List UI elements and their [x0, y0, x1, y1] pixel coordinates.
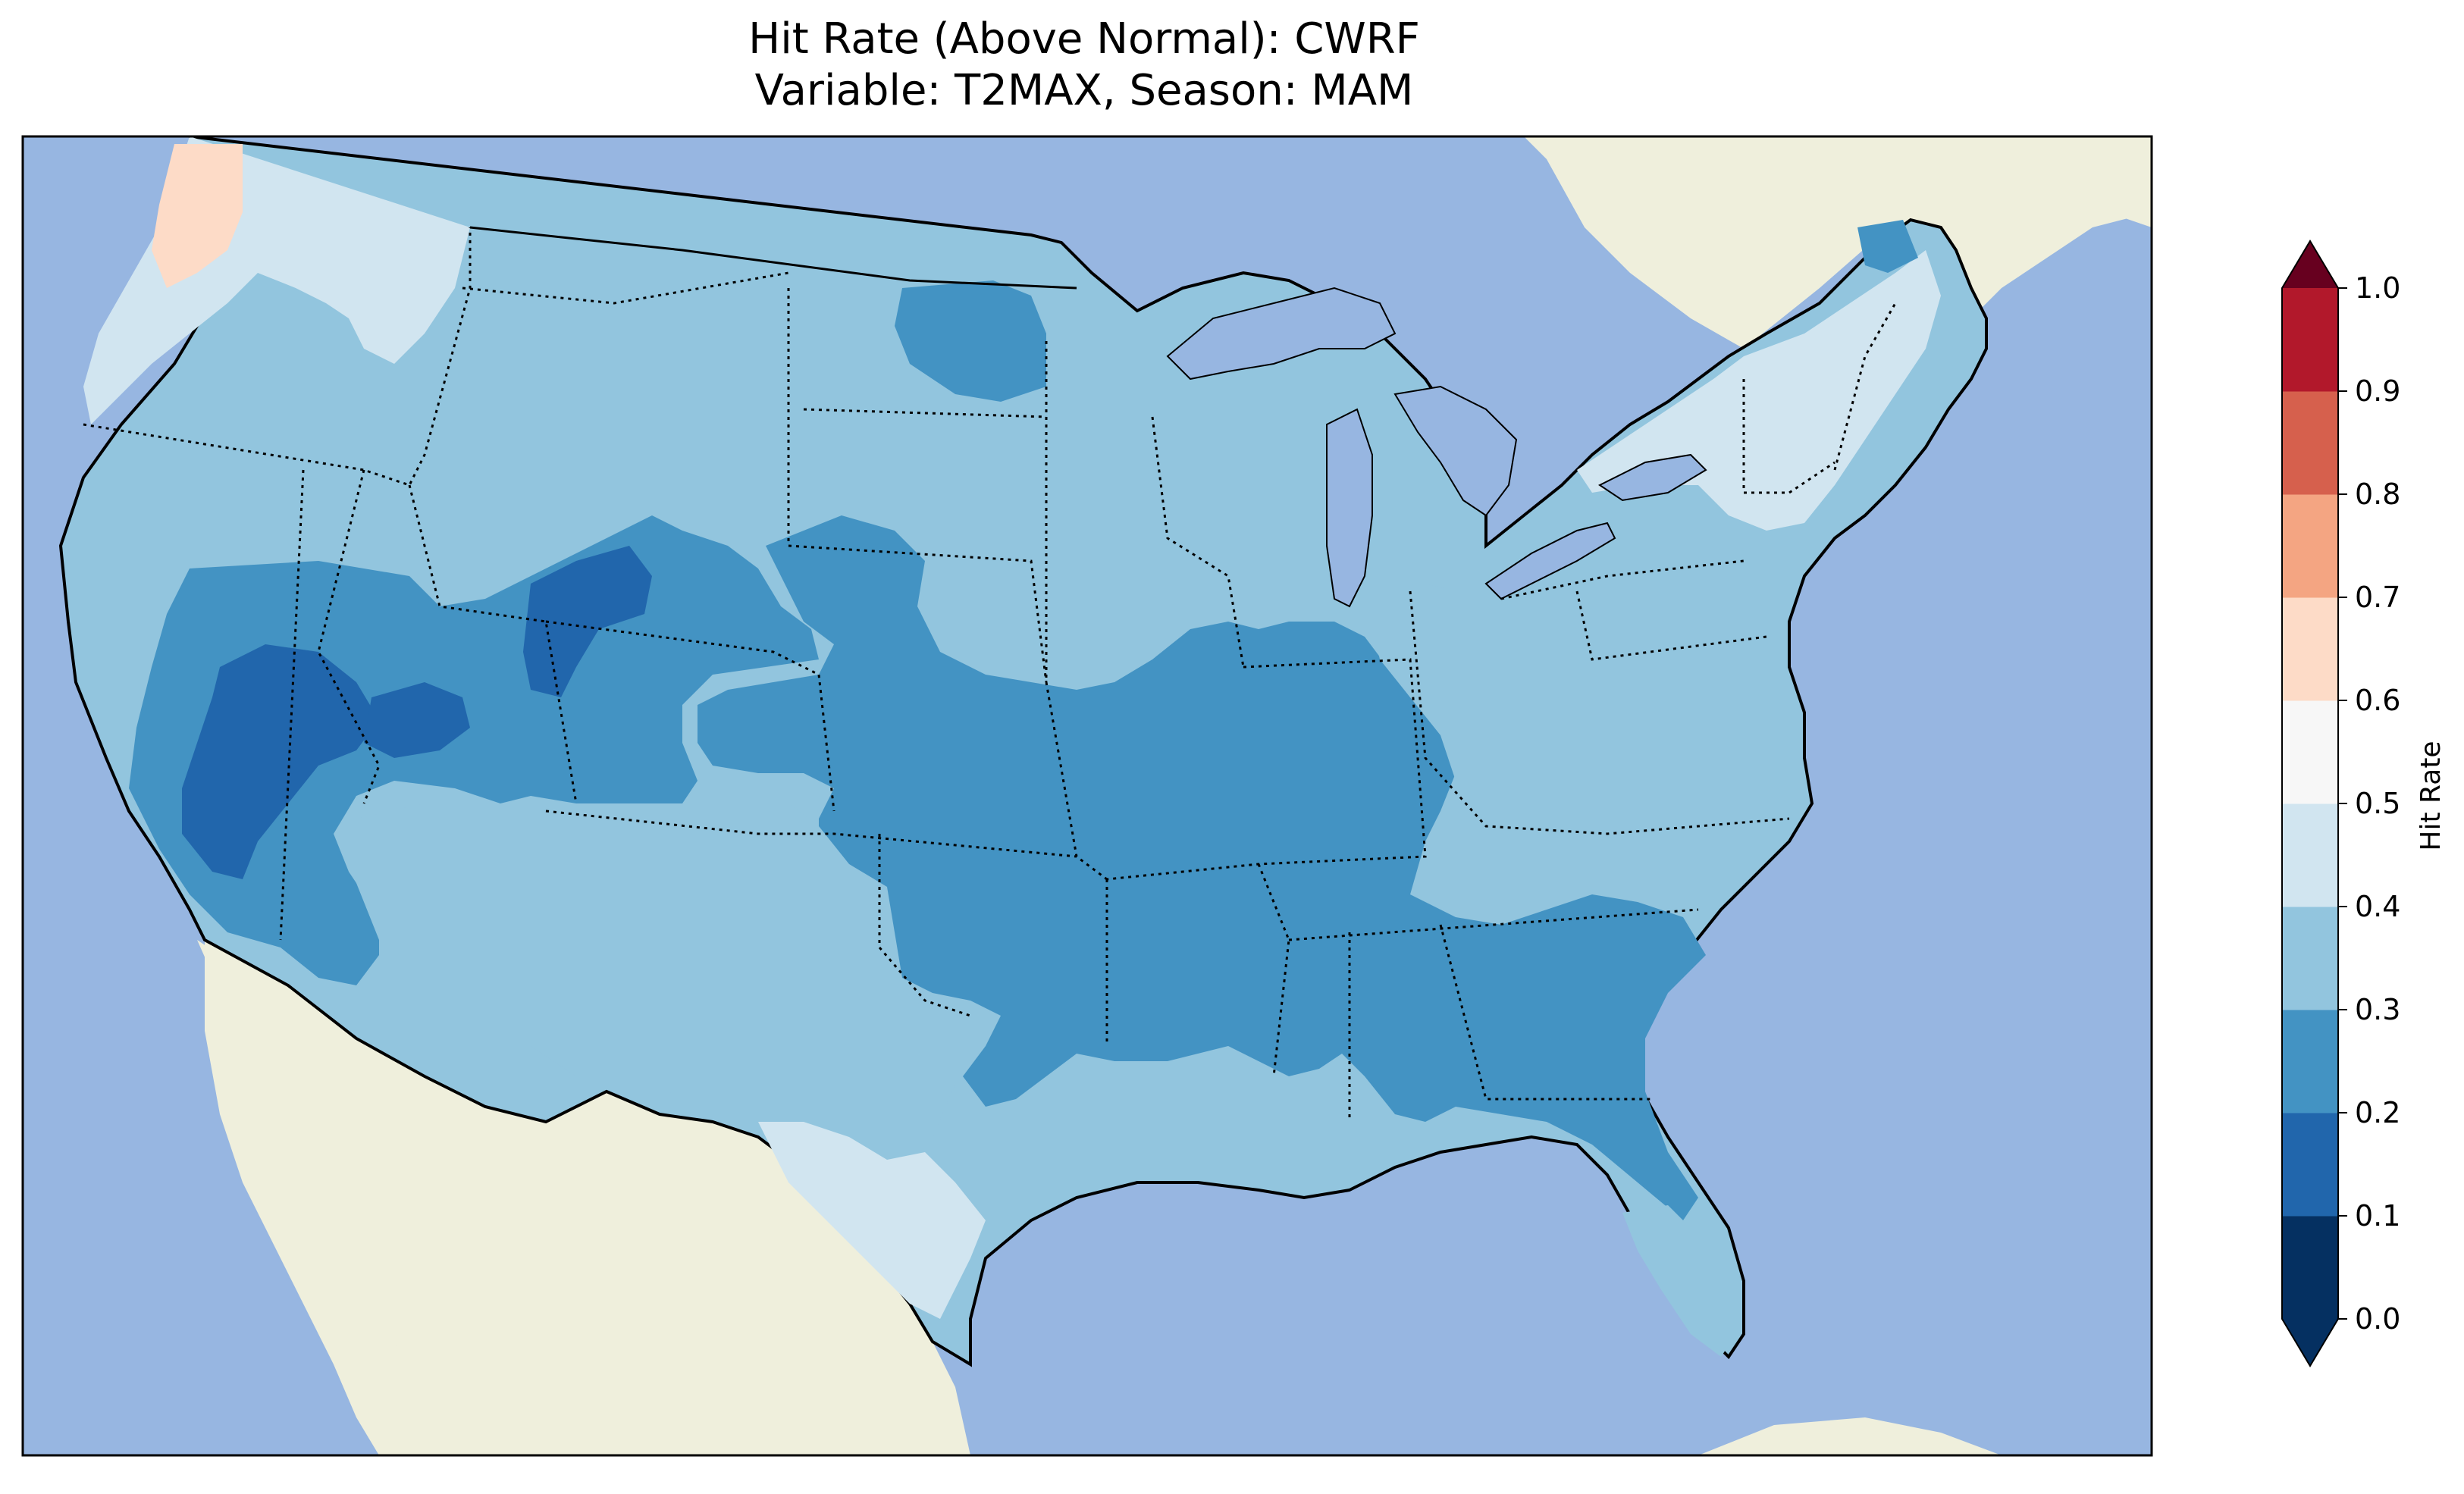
colorbar-underflow-arrow [2282, 1319, 2338, 1366]
colorbar-tick-label: 0.4 [2355, 890, 2400, 923]
colorbar-tick-label: 0.5 [2355, 787, 2400, 820]
lake-erie [1484, 521, 1616, 600]
colorbar-bin [2282, 1010, 2338, 1113]
region-southwest [349, 796, 978, 1167]
colorbar-bin [2282, 288, 2338, 392]
colorbar-bin [2282, 1113, 2338, 1217]
region-north-dakota [895, 280, 1046, 402]
colorbar-bin [2282, 597, 2338, 701]
colorbar-bin [2282, 391, 2338, 495]
region-wa-tip [152, 144, 243, 288]
map-frame [21, 135, 2153, 1457]
lake-michigan [1326, 408, 1373, 608]
state-borders [83, 227, 1897, 1122]
region-nevada-core [182, 644, 379, 879]
page-title: Hit Rate (Above Normal): CWRF Variable: … [0, 14, 2168, 117]
colorbar-bin [2282, 1216, 2338, 1320]
colorbar: 0.0 0.1 0.2 0.3 0.4 0.5 0.6 0.7 0.8 0.9 1.0 [2281, 240, 2400, 1367]
colorbar-tick-label: 0.0 [2355, 1302, 2400, 1336]
colorbar-tick-label: 0.3 [2355, 993, 2400, 1026]
colorbar-tick-label: 0.9 [2355, 374, 2400, 408]
lake-superior [1166, 287, 1397, 381]
colorbar-bin [2282, 907, 2338, 1010]
colorbar-tick-label: 0.8 [2355, 478, 2400, 511]
colorbar-tick-label: 0.7 [2355, 581, 2400, 614]
mexico-land [205, 940, 970, 1455]
colorbar-overflow-arrow [2282, 241, 2338, 288]
lake-ontario [1598, 453, 1707, 502]
title-line-2: Variable: T2MAX, Season: MAM [754, 66, 1414, 115]
colorbar-tick-label: 0.1 [2355, 1199, 2400, 1232]
colorbar-tick-label: 0.2 [2355, 1096, 2400, 1129]
region-south-florida [1622, 1205, 1736, 1357]
colorbar-bin [2282, 803, 2338, 907]
colorbar-tick-label: 0.6 [2355, 684, 2400, 717]
title-line-1: Hit Rate (Above Normal): CWRF [748, 14, 1420, 64]
lake-huron [1393, 385, 1518, 517]
colorbar-label: Hit Rate [2415, 741, 2447, 850]
us-canada-border [469, 226, 1077, 290]
cuba-land [1698, 1417, 2002, 1455]
baja-land [197, 940, 425, 1425]
region-south-texas [758, 1122, 986, 1319]
region-ohio-valley [1365, 584, 1789, 849]
region-great-basin [129, 515, 819, 985]
canada-land [182, 136, 2152, 349]
colorbar-bin [2282, 494, 2338, 598]
region-central-plains [698, 515, 1706, 1220]
colorbar-bin [2282, 700, 2338, 804]
region-wyoming-core [523, 546, 652, 697]
region-utah-core [364, 682, 470, 758]
colorbar-tick-label: 1.0 [2355, 271, 2400, 305]
region-maine-north [1857, 220, 1918, 273]
